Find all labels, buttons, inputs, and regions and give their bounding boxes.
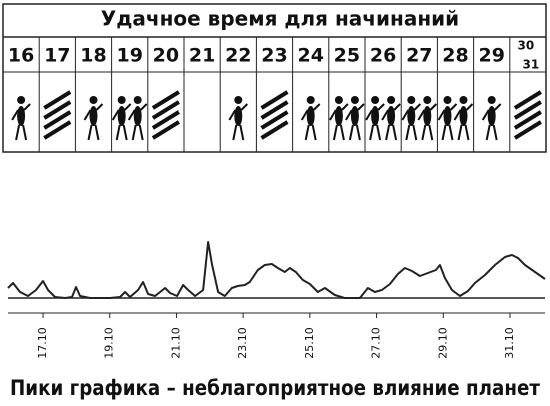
figure-icon xyxy=(234,96,243,104)
day-label: 27 xyxy=(406,45,432,67)
day-label: 31 xyxy=(523,58,540,72)
stripe-icon xyxy=(43,90,72,110)
table-title: Удачное время для начинаний xyxy=(101,7,459,31)
day-label: 28 xyxy=(442,45,468,67)
stripe-icon xyxy=(260,90,289,110)
figure-icon xyxy=(133,96,142,104)
figure-icon xyxy=(459,96,468,104)
day-label: 30 xyxy=(518,39,535,53)
day-label: 16 xyxy=(8,45,34,67)
table-frame xyxy=(2,3,547,153)
day-label: 24 xyxy=(297,45,323,67)
figure-icon xyxy=(387,96,396,104)
figure-icon xyxy=(437,103,458,141)
stripe-icon xyxy=(260,120,289,140)
figure-icon xyxy=(127,103,148,141)
figure-icon xyxy=(487,96,496,104)
figure-icon xyxy=(401,103,422,141)
figure-icon xyxy=(350,96,359,104)
stripe-icon xyxy=(260,110,289,130)
x-tick-label: 21.10 xyxy=(169,327,182,359)
chart-caption: Пики графика – неблагоприятное влияние п… xyxy=(10,376,541,400)
stripe-icon xyxy=(513,120,542,140)
figure-icon xyxy=(228,103,249,141)
day-label: 21 xyxy=(189,45,215,67)
figure-icon xyxy=(481,103,502,141)
day-label: 29 xyxy=(478,45,504,67)
figure-icon xyxy=(345,103,365,141)
x-tick-label: 27.10 xyxy=(370,327,383,359)
stripe-icon xyxy=(151,90,180,110)
figure-icon xyxy=(407,96,416,104)
stripe-icon xyxy=(513,90,542,110)
figure-icon xyxy=(234,106,243,126)
figure-icon xyxy=(417,103,438,141)
figure-icon xyxy=(334,96,343,104)
stripe-icon xyxy=(151,110,180,130)
figure-icon xyxy=(443,106,452,126)
figure-icon xyxy=(300,103,321,141)
day-label: 23 xyxy=(261,45,287,67)
figure-icon xyxy=(17,106,26,126)
x-tick-label: 29.10 xyxy=(436,327,449,359)
figure-icon xyxy=(487,106,496,126)
day-label: 18 xyxy=(80,45,106,67)
stripe-icon xyxy=(151,100,180,120)
stripe-icon xyxy=(513,110,542,130)
figure-icon xyxy=(381,103,401,141)
x-tick-label: 25.10 xyxy=(303,327,316,359)
stripe-icon xyxy=(151,120,180,140)
figure-icon xyxy=(459,106,468,126)
figure-icon xyxy=(407,106,416,126)
x-tick-label: 17.10 xyxy=(36,327,49,359)
figure-icon xyxy=(443,96,452,104)
figure-icon xyxy=(306,96,315,104)
figure-icon xyxy=(117,106,126,126)
figure-icon xyxy=(306,106,315,126)
stripe-icon xyxy=(260,100,289,120)
day-label: 22 xyxy=(225,45,251,67)
figure-icon xyxy=(83,103,104,141)
day-label: 26 xyxy=(370,45,396,67)
figure-icon xyxy=(371,96,380,104)
day-label: 17 xyxy=(44,45,70,67)
figure-icon xyxy=(329,103,349,141)
figure-icon xyxy=(17,96,26,104)
figure-icon xyxy=(334,106,343,126)
figure-icon xyxy=(350,106,359,126)
stripe-icon xyxy=(43,100,72,120)
stripe-icon xyxy=(43,120,72,140)
figure-icon xyxy=(133,106,142,126)
stripe-icon xyxy=(43,110,72,130)
stripe-icon xyxy=(513,100,542,120)
x-tick-label: 31.10 xyxy=(503,327,516,359)
day-label: 20 xyxy=(153,45,179,67)
figure-icon xyxy=(423,96,432,104)
figure-icon xyxy=(371,106,380,126)
figure-icon xyxy=(365,103,385,141)
figure-icon xyxy=(11,103,31,141)
x-tick-label: 19.10 xyxy=(103,327,116,359)
figure-icon xyxy=(423,106,432,126)
x-tick-label: 23.10 xyxy=(236,327,249,359)
figure-icon xyxy=(387,106,396,126)
figure-icon xyxy=(117,96,126,104)
data-line xyxy=(7,241,546,299)
day-label: 25 xyxy=(334,45,360,67)
figure-icon xyxy=(111,103,132,141)
figure-icon xyxy=(89,96,98,104)
figure-icon xyxy=(453,103,474,141)
day-label: 19 xyxy=(116,45,142,67)
figure-icon xyxy=(89,106,98,126)
